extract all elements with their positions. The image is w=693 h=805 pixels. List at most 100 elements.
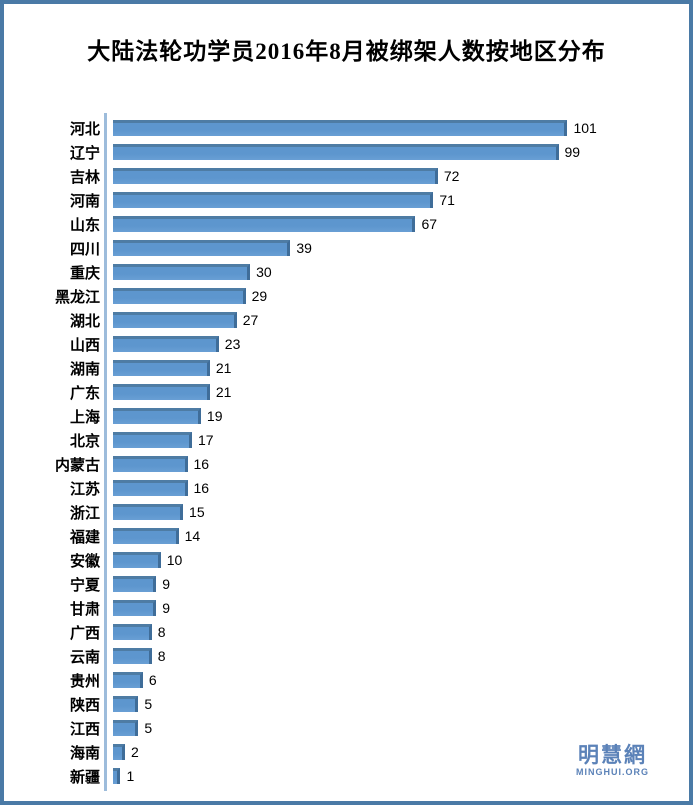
category-label: 内蒙古 xyxy=(54,456,100,474)
value-label: 15 xyxy=(189,504,205,520)
bar xyxy=(113,696,139,712)
category-label: 福建 xyxy=(69,528,100,546)
watermark-chinese: 明慧網 xyxy=(578,744,647,767)
chart-row: 海南 2 xyxy=(4,740,689,764)
chart-row: 贵州 6 xyxy=(4,668,689,692)
bar xyxy=(113,576,157,592)
category-label: 湖北 xyxy=(69,312,100,330)
chart-row: 广西 8 xyxy=(4,620,689,644)
category-label: 山东 xyxy=(69,216,100,234)
bar xyxy=(113,360,210,376)
value-label: 16 xyxy=(193,456,210,472)
bar xyxy=(113,336,219,352)
chart-row: 上海 19 xyxy=(4,404,689,428)
category-label: 云南 xyxy=(69,648,100,666)
value-label: 72 xyxy=(443,168,460,184)
value-label: 21 xyxy=(215,360,232,376)
chart-row: 江苏 16 xyxy=(4,476,689,500)
category-label: 广西 xyxy=(69,624,100,642)
value-label: 67 xyxy=(421,216,438,232)
chart-row: 辽宁 99 xyxy=(4,140,689,164)
value-label: 8 xyxy=(157,624,166,640)
chart-row: 浙江 15 xyxy=(4,500,689,524)
chart-row: 山东 67 xyxy=(4,212,689,236)
bar xyxy=(113,552,161,568)
bar xyxy=(113,312,237,328)
chart-row: 湖南 21 xyxy=(4,356,689,380)
value-label: 29 xyxy=(251,288,268,304)
value-label: 30 xyxy=(256,264,272,280)
category-label: 湖南 xyxy=(69,360,100,378)
value-label: 6 xyxy=(148,672,157,688)
value-label: 8 xyxy=(157,648,166,664)
chart-rows: 河北 101 辽宁 99 吉林 72 河南 71 山东 67 四川 39 重庆 30 黑龙江 29 湖北 27 山西… xyxy=(4,116,689,788)
value-label: 99 xyxy=(564,144,581,160)
chart-title: 大陆法轮功学员2016年8月被绑架人数按地区分布 xyxy=(87,39,606,64)
y-axis-line xyxy=(104,113,107,791)
chart-row: 广东 21 xyxy=(4,380,689,404)
chart-row: 黑龙江 29 xyxy=(4,284,689,308)
category-label: 新疆 xyxy=(69,768,100,786)
bar xyxy=(113,240,291,256)
bar xyxy=(113,504,184,520)
category-label: 山西 xyxy=(69,336,100,354)
value-label: 14 xyxy=(184,528,201,544)
bar xyxy=(113,744,125,760)
chart-row: 福建 14 xyxy=(4,524,689,548)
category-label: 河南 xyxy=(69,192,100,210)
bar xyxy=(113,144,559,160)
chart-row: 四川 39 xyxy=(4,236,689,260)
category-label: 北京 xyxy=(69,432,100,450)
chart-row: 内蒙古 16 xyxy=(4,452,689,476)
category-label: 广东 xyxy=(69,384,100,402)
value-label: 2 xyxy=(130,744,139,760)
value-label: 17 xyxy=(197,432,214,448)
value-label: 9 xyxy=(162,600,171,616)
bar xyxy=(113,288,246,304)
bar xyxy=(113,264,251,280)
chart-row: 江西 5 xyxy=(4,716,689,740)
category-label: 江西 xyxy=(69,720,100,738)
value-label: 10 xyxy=(166,552,183,568)
category-label: 浙江 xyxy=(69,504,100,522)
bar xyxy=(113,624,152,640)
minghui-watermark: 明慧網 MINGHUI.ORG xyxy=(576,745,649,777)
category-label: 甘肃 xyxy=(69,600,100,618)
chart-row: 北京 17 xyxy=(4,428,689,452)
chart-row: 湖北 27 xyxy=(4,308,689,332)
category-label: 河北 xyxy=(69,120,100,138)
category-label: 上海 xyxy=(69,408,100,426)
chart-row: 宁夏 9 xyxy=(4,572,689,596)
category-label: 陕西 xyxy=(69,696,100,714)
bar xyxy=(113,768,121,784)
bar xyxy=(113,408,201,424)
bar-chart: 河北 101 辽宁 99 吉林 72 河南 71 山东 67 四川 39 重庆 30 黑龙江 29 湖北 27 山西… xyxy=(4,113,689,791)
value-label: 5 xyxy=(144,696,153,712)
category-label: 吉林 xyxy=(69,168,100,186)
chart-row: 重庆 30 xyxy=(4,260,689,284)
bar xyxy=(113,528,179,544)
bar xyxy=(113,216,416,232)
category-label: 四川 xyxy=(69,240,100,258)
category-label: 黑龙江 xyxy=(54,288,100,306)
bar xyxy=(113,456,188,472)
bar xyxy=(113,480,188,496)
chart-row: 河北 101 xyxy=(4,116,689,140)
category-label: 江苏 xyxy=(69,480,100,498)
category-label: 安徽 xyxy=(69,552,100,570)
bar xyxy=(113,168,438,184)
watermark-english: MINGHUI.ORG xyxy=(576,767,649,777)
bar xyxy=(113,672,143,688)
chart-row: 河南 71 xyxy=(4,188,689,212)
bar xyxy=(113,432,192,448)
chart-row: 陕西 5 xyxy=(4,692,689,716)
bar xyxy=(113,192,434,208)
bar xyxy=(113,600,157,616)
value-label: 9 xyxy=(162,576,171,592)
value-label: 21 xyxy=(215,384,232,400)
chart-row: 安徽 10 xyxy=(4,548,689,572)
value-label: 16 xyxy=(193,480,210,496)
category-label: 贵州 xyxy=(69,672,100,690)
value-label: 5 xyxy=(144,720,153,736)
value-label: 71 xyxy=(439,192,455,208)
